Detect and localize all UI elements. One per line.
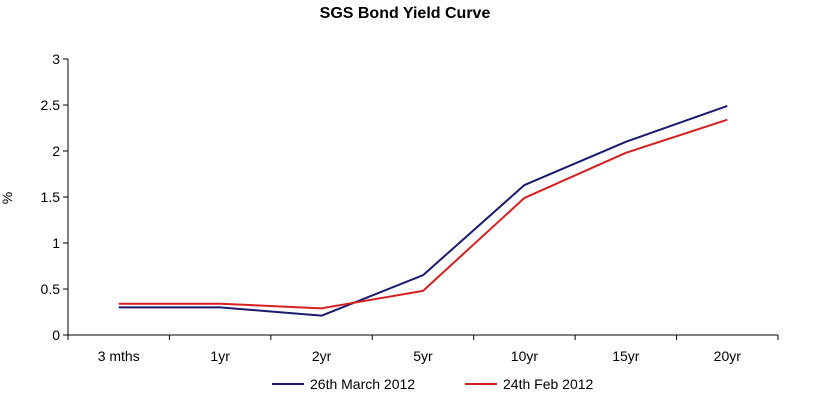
series-line-1 (118, 104, 728, 317)
y-axis-label: % (0, 192, 15, 204)
y-tick-label: 0.5 (41, 281, 61, 297)
legend: 26th March 2012 24th Feb 2012 (272, 376, 594, 392)
series-line-2 (118, 118, 728, 310)
series-layer (118, 104, 728, 317)
y-tick-label: 2 (52, 143, 60, 159)
y-tick-label: 0 (52, 327, 60, 343)
x-tick-label: 10yr (511, 348, 539, 364)
y-tick-label: 1 (52, 235, 60, 251)
legend-label-1: 26th March 2012 (310, 376, 415, 392)
y-tick-label: 3 (52, 51, 60, 67)
x-tick-label: 3 mths (98, 348, 140, 364)
x-tick-label: 2yr (312, 348, 332, 364)
x-tick-label: 20yr (714, 348, 742, 364)
legend-label-2: 24th Feb 2012 (503, 376, 594, 392)
chart-title: SGS Bond Yield Curve (320, 5, 491, 22)
axes: 0 0.5 1 1.5 2 2.5 3 3 mths 1yr 2yr 5yr 10yr 15yr 20yr (41, 51, 779, 364)
x-tick-label: 15yr (612, 348, 640, 364)
y-tick-label: 2.5 (41, 97, 61, 113)
x-tick-label: 5yr (413, 348, 433, 364)
y-tick-label: 1.5 (41, 189, 61, 205)
x-tick-label: 1yr (210, 348, 230, 364)
